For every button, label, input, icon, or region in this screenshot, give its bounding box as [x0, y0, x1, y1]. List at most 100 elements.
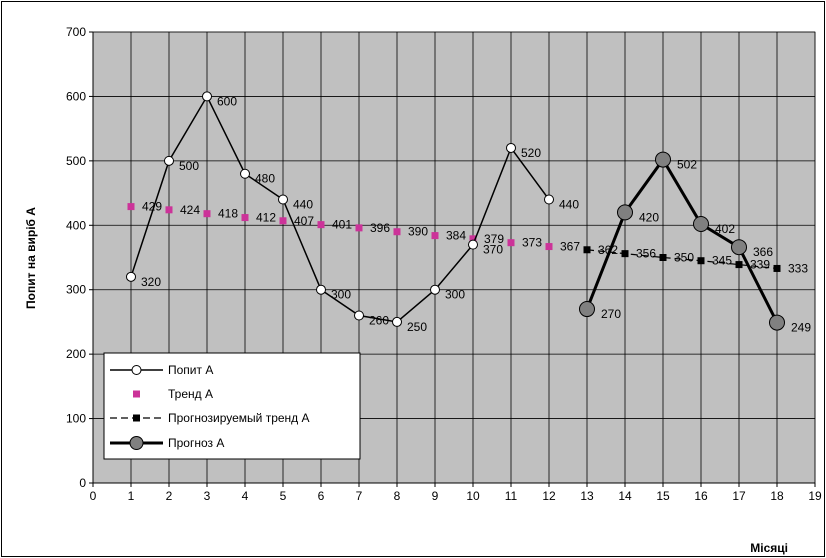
x-tick-label: 0 [90, 489, 97, 503]
x-tick-label: 12 [542, 489, 556, 503]
trend-data-label: 384 [446, 229, 466, 243]
demand-data-label: 520 [521, 146, 541, 160]
forecast-data-label: 402 [715, 222, 735, 236]
y-tick-label: 700 [66, 25, 86, 39]
forecast-trend-marker [773, 264, 781, 272]
forecast-marker [655, 151, 671, 168]
trend-marker [317, 221, 325, 229]
trend-data-label: 424 [180, 203, 200, 217]
trend-data-label: 401 [332, 218, 352, 232]
x-tick-label: 17 [732, 489, 746, 503]
demand-data-label: 260 [369, 313, 389, 327]
x-tick-label: 16 [694, 489, 708, 503]
forecast-marker [617, 204, 633, 221]
legend-label: Прогнозируемый тренд А [168, 411, 310, 425]
x-tick-label: 18 [770, 489, 784, 503]
legend-label: Тренд А [168, 387, 213, 401]
demand-marker [202, 91, 212, 102]
trend-data-label: 429 [142, 200, 162, 214]
demand-marker [164, 155, 174, 166]
x-tick-label: 6 [318, 489, 325, 503]
trend-marker [393, 228, 401, 236]
demand-marker [392, 316, 402, 327]
demand-data-label: 440 [559, 198, 579, 212]
x-axis-title: Місяці [750, 541, 788, 555]
axes: 0 1 2 3 4 5 6 7 8 9 10 11 12 13 14 15 16 17 18 190100200300… [66, 25, 822, 503]
x-tick-label: 11 [505, 489, 518, 503]
trend-marker [203, 210, 211, 218]
forecast-data-label: 270 [601, 307, 621, 321]
trend-data-label: 390 [408, 225, 428, 239]
trend-data-label: 418 [218, 207, 238, 221]
forecast-trend-data-label: 339 [750, 258, 770, 272]
trend-data-label: 373 [522, 236, 542, 250]
demand-marker [278, 194, 288, 205]
x-tick-label: 14 [618, 489, 632, 503]
x-tick-label: 4 [242, 489, 249, 503]
demand-data-label: 500 [179, 159, 199, 173]
forecast-data-label: 366 [753, 245, 773, 259]
forecast-trend-data-label: 345 [712, 254, 732, 268]
forecast-trend-data-label: 350 [674, 251, 694, 265]
x-tick-label: 2 [166, 489, 173, 503]
y-tick-label: 600 [66, 89, 86, 103]
trend-marker [469, 235, 477, 243]
demand-marker [506, 142, 516, 153]
trend-marker [431, 232, 439, 240]
forecast-trend-marker [621, 250, 629, 258]
trend-marker [355, 224, 363, 232]
x-tick-label: 19 [808, 489, 822, 503]
demand-marker [354, 310, 364, 321]
trend-marker [241, 214, 249, 222]
demand-marker [240, 168, 250, 179]
x-tick-label: 7 [356, 489, 363, 503]
forecast-data-label: 502 [677, 158, 697, 172]
y-tick-label: 300 [66, 283, 86, 297]
series-layer [126, 91, 785, 331]
legend-demand-marker [131, 365, 142, 375]
forecast-data-label: 420 [639, 210, 659, 224]
forecast-marker [769, 314, 785, 331]
forecast-trend-marker [697, 257, 705, 265]
demand-line [130, 94, 550, 323]
trend-data-label: 396 [370, 221, 390, 235]
forecast-data-label: 249 [791, 321, 811, 335]
forecast-trend-data-label: 356 [636, 247, 656, 261]
trend-marker [127, 203, 135, 211]
demand-data-label: 250 [407, 320, 427, 334]
legend-trend-marker [133, 390, 140, 398]
demand-marker [544, 194, 554, 205]
trend-marker [279, 217, 287, 225]
demand-data-label: 600 [217, 94, 237, 108]
demand-marker [316, 284, 326, 295]
y-tick-label: 400 [66, 218, 86, 232]
legend: Попит А Тренд А Прогнозируемый тренд А Прог… [103, 352, 361, 460]
x-tick-label: 9 [432, 489, 439, 503]
demand-marker [468, 239, 478, 250]
trend-data-label: 367 [560, 240, 580, 254]
y-tick-label: 0 [79, 476, 86, 490]
trend-data-label: 379 [484, 232, 504, 246]
trend-data-label: 407 [294, 214, 314, 228]
forecast-trend-data-label: 333 [788, 261, 808, 275]
x-tick-label: 5 [280, 489, 287, 503]
forecast-marker [579, 301, 595, 318]
forecast-marker [731, 239, 747, 256]
forecast-trend-data-label: 362 [598, 243, 618, 257]
legend-forecast-marker [129, 436, 144, 450]
forecast-trend-marker [659, 254, 667, 261]
y-tick-label: 100 [66, 412, 86, 426]
trend-data-label: 412 [256, 211, 276, 225]
demand-data-label: 480 [255, 172, 275, 186]
data-labels: 320 500 600 480 440 300 260 250 300 370 520 440 429 4… [141, 94, 811, 334]
forecast-trend-marker [583, 246, 591, 254]
forecast-trend-line [586, 249, 778, 270]
legend-label: Попит А [168, 363, 213, 377]
demand-data-label: 300 [331, 288, 351, 302]
legend-forecast-trend-marker [133, 414, 140, 422]
demand-data-label: 440 [293, 198, 313, 212]
demand-data-label: 320 [141, 275, 161, 289]
demand-marker [430, 284, 440, 295]
forecast-marker [693, 215, 709, 232]
demand-marker [126, 271, 136, 282]
